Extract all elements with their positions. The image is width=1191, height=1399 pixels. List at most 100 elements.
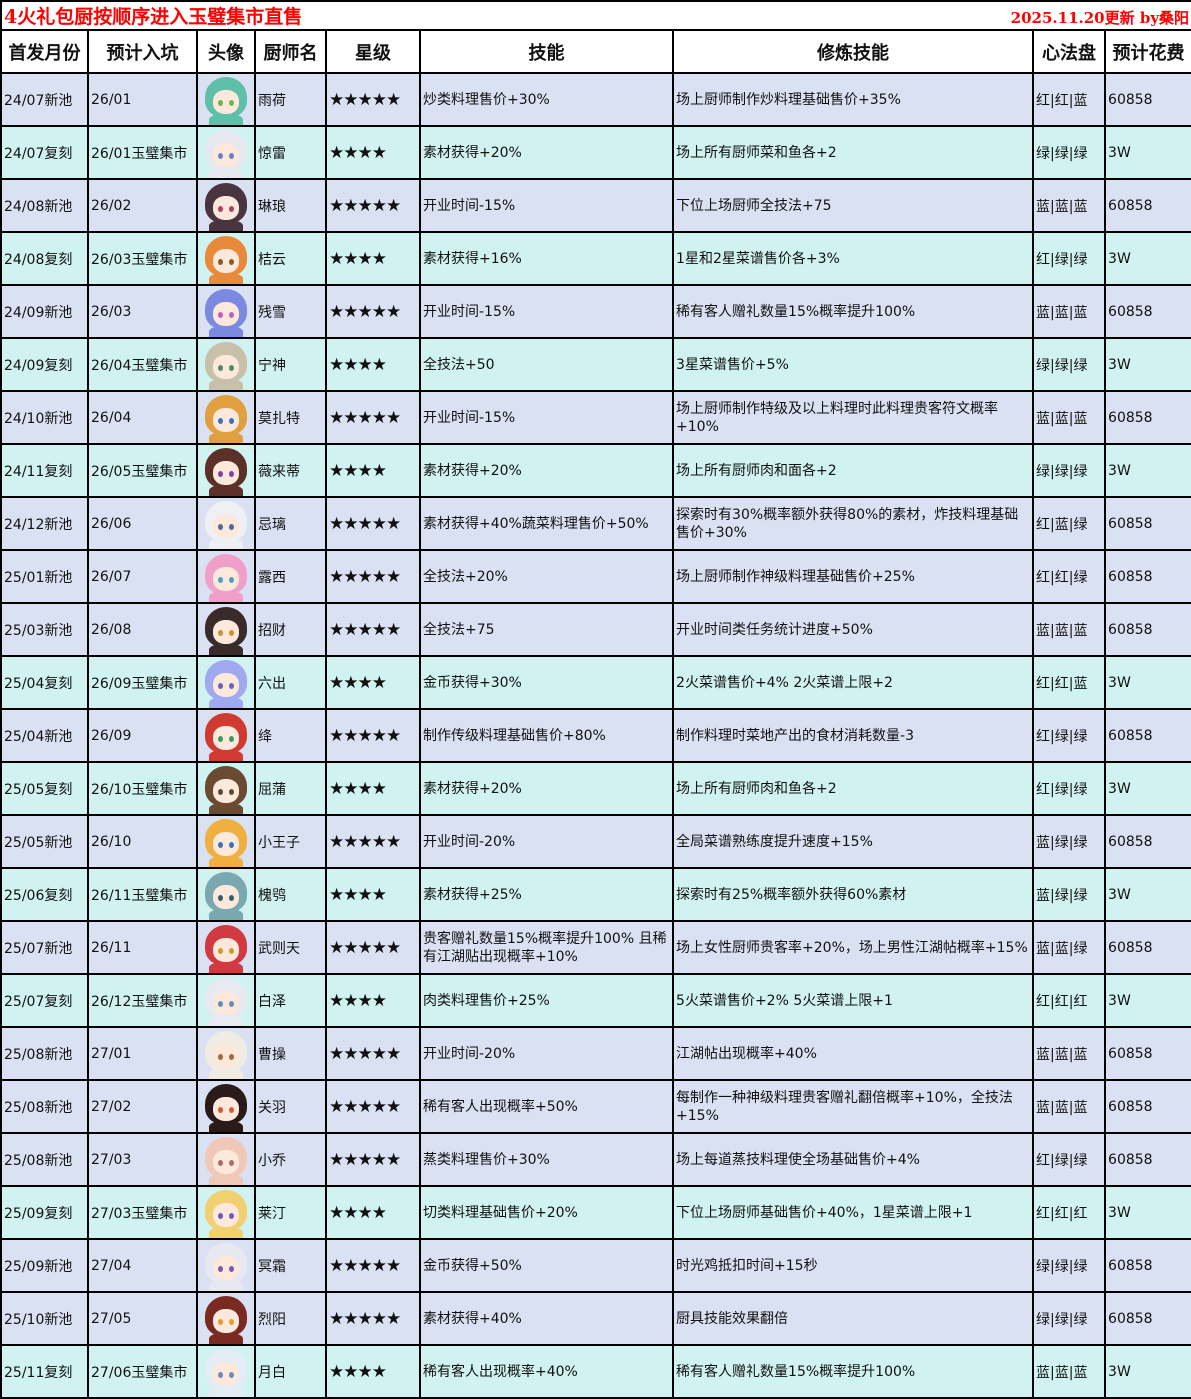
expected-entry-cell: 26/04 bbox=[87, 390, 198, 445]
table-row: 25/05新池 26/10 小王子 ★★★★★ 开业时间-20% 全局菜谱熟练度提升速度+… bbox=[0, 814, 1191, 869]
cost-cell: 3W bbox=[1104, 973, 1191, 1028]
disc-cell: 蓝|蓝|蓝 bbox=[1032, 390, 1107, 445]
avatar-cell bbox=[196, 72, 256, 127]
star-rating: ★★★★ bbox=[325, 231, 421, 286]
update-note: 2025.11.20更新 by桑阳 bbox=[673, 0, 1191, 31]
star-rating: ★★★★★ bbox=[325, 1026, 421, 1081]
avatar-cell bbox=[196, 178, 256, 233]
cost-cell: 3W bbox=[1104, 1344, 1191, 1399]
star-rating: ★★★★ bbox=[325, 337, 421, 392]
first-month-cell: 24/07复刻 bbox=[0, 125, 89, 180]
training-skill-cell: 探索时有30%概率额外获得80%的素材，炸技料理基础售价+30% bbox=[672, 496, 1035, 551]
table-row: 24/08复刻 26/03玉璧集市 桔云 ★★★★ 素材获得+16% 1星和2星菜谱售价各… bbox=[0, 231, 1191, 286]
expected-entry-cell: 27/06玉璧集市 bbox=[87, 1344, 198, 1399]
training-skill-cell: 3星菜谱售价+5% bbox=[672, 337, 1035, 392]
cost-cell: 60858 bbox=[1104, 814, 1191, 869]
expected-entry-cell: 27/03 bbox=[87, 1132, 198, 1187]
cost-cell: 60858 bbox=[1104, 602, 1191, 657]
star-rating: ★★★★ bbox=[325, 125, 421, 180]
table-row: 25/04新池 26/09 绛 ★★★★★ 制作传级料理基础售价+80% 制作料理时菜地产… bbox=[0, 708, 1191, 763]
disc-cell: 蓝|蓝|蓝 bbox=[1032, 178, 1107, 233]
table-row: 25/04复刻 26/09玉璧集市 六出 ★★★★ 金币获得+30% 2火菜谱售价+4% … bbox=[0, 655, 1191, 710]
table-row: 25/09复刻 27/03玉璧集市 莱汀 ★★★★ 切类料理基础售价+20% 下位上场厨师… bbox=[0, 1185, 1191, 1240]
expected-entry-cell: 26/01 bbox=[87, 72, 198, 127]
training-skill-cell: 场上女性厨师贵客率+20%，场上男性江湖帖概率+15% bbox=[672, 920, 1035, 975]
cost-cell: 60858 bbox=[1104, 496, 1191, 551]
avatar bbox=[199, 340, 253, 389]
table-row: 25/07复刻 26/12玉璧集市 白泽 ★★★★ 肉类料理售价+25% 5火菜谱售价+2… bbox=[0, 973, 1191, 1028]
cost-cell: 60858 bbox=[1104, 708, 1191, 763]
header-stars: 星级 bbox=[325, 29, 421, 74]
training-skill-cell: 场上所有厨师菜和鱼各+2 bbox=[672, 125, 1035, 180]
first-month-cell: 25/10新池 bbox=[0, 1291, 89, 1346]
chef-name-cell: 露西 bbox=[254, 549, 327, 604]
first-month-cell: 24/12新池 bbox=[0, 496, 89, 551]
training-skill-cell: 下位上场厨师全技法+75 bbox=[672, 178, 1035, 233]
expected-entry-cell: 26/07 bbox=[87, 549, 198, 604]
star-rating: ★★★★★ bbox=[325, 496, 421, 551]
chef-name-cell: 六出 bbox=[254, 655, 327, 710]
cost-cell: 60858 bbox=[1104, 1079, 1191, 1134]
first-month-cell: 25/05复刻 bbox=[0, 761, 89, 816]
title-row: 4火礼包厨按顺序进入玉璧集市直售 2025.11.20更新 by桑阳 bbox=[0, 0, 1191, 31]
skill-cell: 素材获得+25% bbox=[418, 867, 675, 922]
star-rating: ★★★★★ bbox=[325, 814, 421, 869]
table-row: 24/07新池 26/01 雨荷 ★★★★★ 炒类料理售价+30% 场上厨师制作炒料理基础… bbox=[0, 72, 1191, 127]
first-month-cell: 25/08新池 bbox=[0, 1026, 89, 1081]
skill-cell: 素材获得+16% bbox=[418, 231, 675, 286]
first-month-cell: 24/07新池 bbox=[0, 72, 89, 127]
training-skill-cell: 全局菜谱熟练度提升速度+15% bbox=[672, 814, 1035, 869]
disc-cell: 红|蓝|绿 bbox=[1032, 496, 1107, 551]
avatar-cell bbox=[196, 231, 256, 286]
disc-cell: 蓝|蓝|蓝 bbox=[1032, 1079, 1107, 1134]
star-rating: ★★★★ bbox=[325, 443, 421, 498]
avatar-cell bbox=[196, 1079, 256, 1134]
training-skill-cell: 2火菜谱售价+4% 2火菜谱上限+2 bbox=[672, 655, 1035, 710]
cost-cell: 3W bbox=[1104, 443, 1191, 498]
avatar bbox=[199, 75, 253, 124]
avatar-cell bbox=[196, 973, 256, 1028]
training-skill-cell: 场上厨师制作特级及以上料理时此料理贵客符文概率+10% bbox=[672, 390, 1035, 445]
star-rating: ★★★★★ bbox=[325, 602, 421, 657]
skill-cell: 蒸类料理售价+30% bbox=[418, 1132, 675, 1187]
first-month-cell: 25/07复刻 bbox=[0, 973, 89, 1028]
star-rating: ★★★★ bbox=[325, 973, 421, 1028]
expected-entry-cell: 26/10 bbox=[87, 814, 198, 869]
training-skill-cell: 下位上场厨师基础售价+40%，1星菜谱上限+1 bbox=[672, 1185, 1035, 1240]
expected-entry-cell: 26/03 bbox=[87, 284, 198, 339]
avatar bbox=[199, 1029, 253, 1078]
star-rating: ★★★★★ bbox=[325, 390, 421, 445]
cost-cell: 60858 bbox=[1104, 1238, 1191, 1293]
disc-cell: 蓝|绿|绿 bbox=[1032, 814, 1107, 869]
chef-name-cell: 曹操 bbox=[254, 1026, 327, 1081]
star-rating: ★★★★★ bbox=[325, 1132, 421, 1187]
avatar bbox=[199, 1082, 253, 1131]
first-month-cell: 25/08新池 bbox=[0, 1079, 89, 1134]
skill-cell: 素材获得+40%蔬菜料理售价+50% bbox=[418, 496, 675, 551]
table-row: 24/09复刻 26/04玉璧集市 宁神 ★★★★ 全技法+50 3星菜谱售价+5% 绿|绿… bbox=[0, 337, 1191, 392]
expected-entry-cell: 26/06 bbox=[87, 496, 198, 551]
sheet-title: 4火礼包厨按顺序进入玉璧集市直售 bbox=[0, 0, 674, 31]
expected-entry-cell: 26/05玉璧集市 bbox=[87, 443, 198, 498]
first-month-cell: 25/09复刻 bbox=[0, 1185, 89, 1240]
skill-cell: 开业时间-20% bbox=[418, 814, 675, 869]
first-month-cell: 25/03新池 bbox=[0, 602, 89, 657]
table-row: 25/08新池 27/01 曹操 ★★★★★ 开业时间-20% 江湖帖出现概率+40% 蓝|… bbox=[0, 1026, 1191, 1081]
star-rating: ★★★★ bbox=[325, 867, 421, 922]
avatar bbox=[199, 234, 253, 283]
skill-cell: 素材获得+20% bbox=[418, 443, 675, 498]
expected-entry-cell: 26/02 bbox=[87, 178, 198, 233]
header-row: 首发月份 预计入坑 头像 厨师名 星级 技能 修炼技能 心法盘 预计花费 bbox=[0, 29, 1191, 74]
star-rating: ★★★★★ bbox=[325, 1238, 421, 1293]
cost-cell: 60858 bbox=[1104, 284, 1191, 339]
star-rating: ★★★★★ bbox=[325, 708, 421, 763]
header-avatar: 头像 bbox=[196, 29, 256, 74]
chef-name-cell: 冥霜 bbox=[254, 1238, 327, 1293]
table-row: 25/08新池 27/03 小乔 ★★★★★ 蒸类料理售价+30% 场上每道蒸技料理使全场… bbox=[0, 1132, 1191, 1187]
avatar bbox=[199, 1347, 253, 1396]
skill-cell: 稀有客人出现概率+50% bbox=[418, 1079, 675, 1134]
skill-cell: 切类料理基础售价+20% bbox=[418, 1185, 675, 1240]
disc-cell: 红|红|蓝 bbox=[1032, 655, 1107, 710]
expected-entry-cell: 26/11玉璧集市 bbox=[87, 867, 198, 922]
skill-cell: 金币获得+50% bbox=[418, 1238, 675, 1293]
